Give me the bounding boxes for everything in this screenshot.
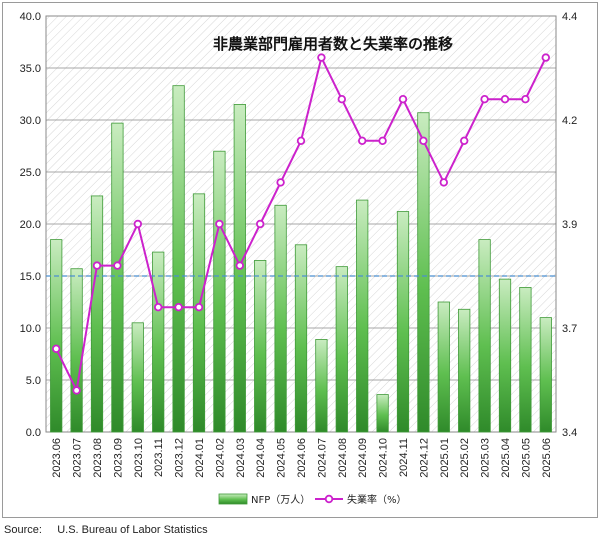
y-left-tick-label: 20.0 [20, 219, 41, 231]
y-left-tick-label: 10.0 [20, 323, 41, 335]
x-tick-label: 2023.12 [174, 438, 186, 478]
x-tick-label: 2024.04 [255, 438, 267, 478]
nfp-bar [90, 195, 104, 433]
unemployment-point [296, 136, 306, 145]
unemployment-point [215, 219, 224, 229]
unemployment-point [439, 178, 448, 187]
x-tick-label: 2024.03 [235, 438, 247, 478]
y-right-tick-label: 3.4 [562, 427, 577, 439]
x-tick-label: 2024.06 [296, 438, 308, 478]
nfp-bar [478, 239, 491, 433]
x-tick-label: 2025.06 [541, 438, 553, 478]
nfp-bar [50, 239, 63, 433]
y-left-tick-label: 25.0 [20, 167, 41, 179]
chart-svg: 0.0 5.0 10.0 15.0 20.0 25.0 30.0 35.0 40.0 3.4 3.7… [20, 11, 578, 506]
x-tick-label: 2024.02 [214, 438, 226, 478]
unemployment-point [113, 261, 122, 270]
x-tick-label: 2025.05 [520, 438, 532, 478]
nfp-bar [315, 339, 328, 433]
unemployment-point [133, 219, 142, 229]
nfp-bar [437, 301, 450, 433]
unemployment-point [460, 136, 469, 145]
y-right-tick-label: 4.4 [562, 11, 577, 23]
unemployment-point [419, 136, 428, 145]
nfp-bar [519, 287, 532, 433]
x-tick-label: 2024.01 [194, 438, 206, 478]
unemployment-point [500, 94, 510, 104]
unemployment-point [72, 386, 81, 395]
x-tick-label: 2025.01 [439, 438, 451, 478]
unemployment-point [235, 261, 244, 270]
unemployment-point [480, 94, 489, 104]
x-tick-label: 2025.03 [480, 438, 492, 478]
x-tick-label: 2024.05 [276, 438, 288, 478]
chart-frame: 0.0 5.0 10.0 15.0 20.0 25.0 30.0 35.0 40.0 3.4 3.7… [2, 2, 598, 518]
x-tick-label: 2024.08 [337, 438, 349, 478]
nfp-bar [417, 112, 430, 433]
unemployment-point [52, 344, 61, 353]
nfp-bar [539, 317, 552, 433]
x-tick-label: 2023.08 [92, 438, 104, 478]
unemployment-point [194, 303, 204, 312]
y-left-tick-label: 15.0 [20, 271, 41, 283]
legend-marker-unemployment [324, 494, 334, 504]
y-right-tick-label: 3.9 [562, 219, 577, 231]
x-tick-label: 2023.10 [133, 438, 145, 478]
nfp-bar [172, 85, 185, 433]
source-label: Source: [4, 524, 42, 536]
nfp-bar [131, 322, 144, 433]
y-right-tick-label: 3.7 [562, 323, 577, 335]
unemployment-point [256, 219, 265, 229]
x-tick-label: 2025.02 [459, 438, 471, 478]
legend-label-unemployment: 失業率（%） [347, 493, 407, 506]
unemployment-point [92, 261, 102, 270]
source-text: U.S. Bureau of Labor Statistics [57, 524, 208, 536]
legend-label-nfp: NFP（万人） [251, 494, 310, 506]
x-tick-label: 2023.11 [153, 438, 165, 477]
nfp-bar [152, 251, 165, 433]
nfp-bar [294, 244, 308, 433]
x-tick-label: 2024.09 [357, 438, 369, 478]
unemployment-point [317, 53, 326, 62]
x-tick-label: 2024.10 [378, 438, 390, 478]
y-left-tick-label: 5.0 [26, 375, 41, 387]
nfp-bar [376, 394, 389, 433]
unemployment-point [337, 94, 346, 104]
unemployment-point [153, 303, 163, 312]
x-tick-label: 2023.07 [72, 438, 84, 478]
nfp-bar [274, 204, 287, 433]
chart-title: 非農業部門雇用者数と失業率の推移 [213, 35, 453, 53]
x-tick-label: 2023.09 [112, 438, 124, 478]
nfp-bar [254, 259, 267, 433]
y-left-tick-label: 40.0 [20, 11, 41, 23]
x-tick-label: 2023.06 [51, 438, 63, 478]
nfp-bar [335, 266, 348, 433]
legend-swatch-nfp [218, 493, 248, 505]
nfp-bar [192, 193, 206, 433]
nfp-bar [356, 199, 369, 433]
x-tick-label: 2024.07 [316, 438, 328, 478]
y-right-tick-label: 4.2 [562, 115, 577, 127]
y-left-tick-label: 0.0 [26, 427, 41, 439]
unemployment-point [398, 94, 408, 104]
nfp-bar [396, 211, 410, 433]
x-tick-label: 2025.04 [500, 438, 512, 478]
unemployment-point [521, 94, 530, 104]
nfp-bar [458, 308, 471, 433]
unemployment-point [358, 136, 367, 145]
nfp-bar [498, 278, 512, 433]
x-tick-label: 2024.12 [418, 438, 430, 478]
nfp-bar [70, 268, 83, 433]
nfp-bar [111, 122, 124, 433]
y-left-tick-label: 35.0 [20, 63, 41, 75]
unemployment-point [541, 53, 550, 62]
unemployment-point [276, 178, 285, 187]
nfp-bar [213, 150, 226, 433]
unemployment-point [378, 136, 387, 145]
source-note: Source: U.S. Bureau of Labor Statistics [4, 524, 208, 536]
x-tick-label: 2024.11 [398, 438, 410, 477]
unemployment-point [174, 303, 183, 312]
y-left-tick-label: 30.0 [20, 115, 41, 127]
